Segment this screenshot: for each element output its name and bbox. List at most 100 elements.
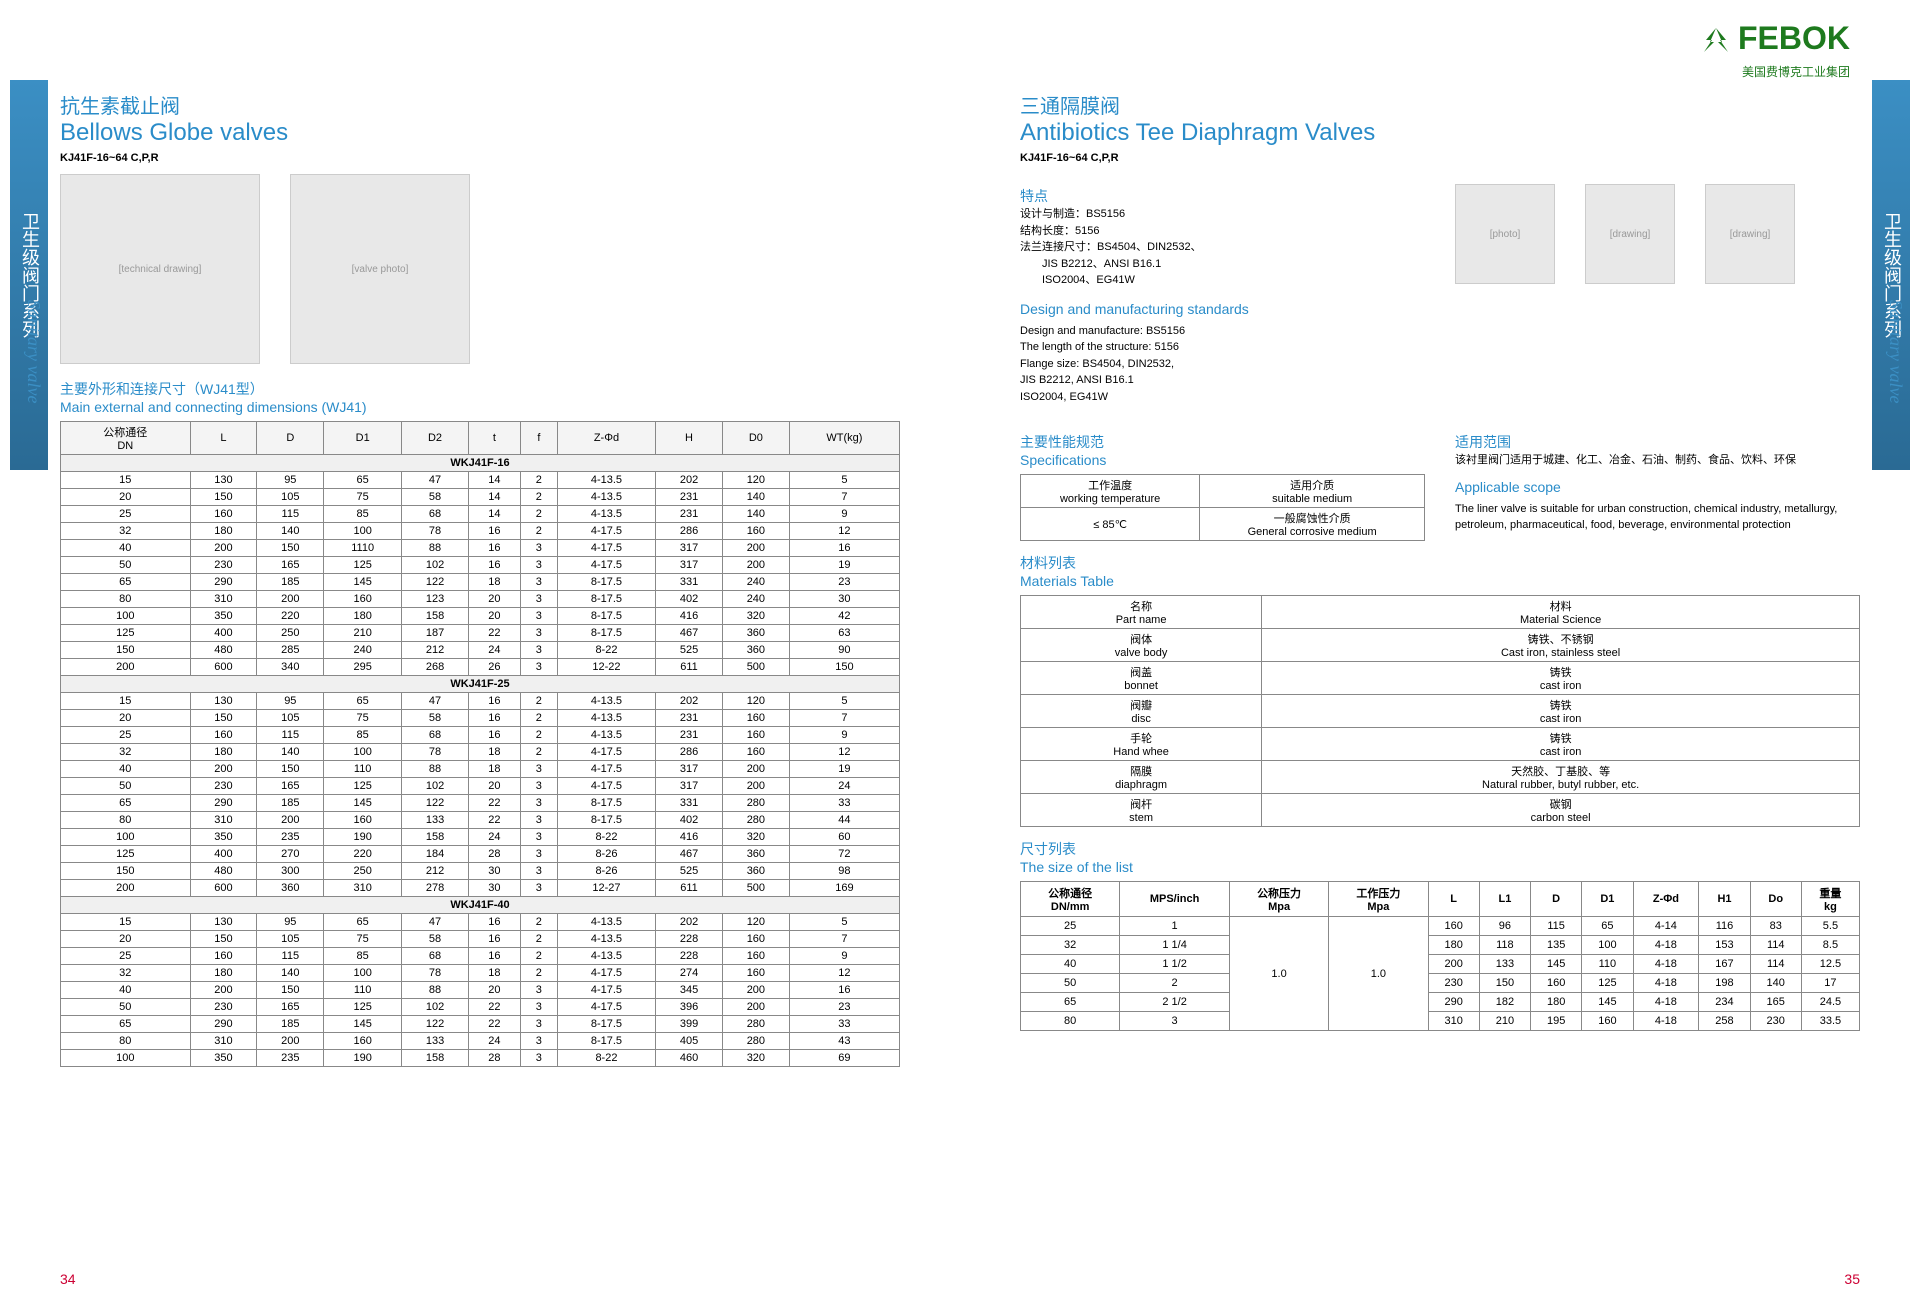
tee-valve-drawing2: [drawing] bbox=[1705, 184, 1795, 284]
size-col-header: L1 bbox=[1479, 882, 1530, 917]
scope-heading-cn: 适用范围 bbox=[1455, 432, 1860, 452]
size-col-header: 公称压力 Mpa bbox=[1229, 882, 1328, 917]
table-row: 2015010575581624-13.52281607 bbox=[61, 931, 900, 948]
table-row: 803102001601332438-17.540528043 bbox=[61, 1033, 900, 1050]
brand-name: FEBOK bbox=[1738, 20, 1850, 56]
size-col-header: 工作压力 Mpa bbox=[1329, 882, 1428, 917]
size-heading-en: The size of the list bbox=[1020, 859, 1860, 875]
table-row: 1254002502101872238-17.546736063 bbox=[61, 625, 900, 642]
spec-col2-cn: 适用介质 bbox=[1290, 480, 1334, 492]
table-row: 2516011585681624-13.52281609 bbox=[61, 948, 900, 965]
dim-col-header: D bbox=[257, 422, 324, 455]
tee-valve-drawing1: [drawing] bbox=[1585, 184, 1675, 284]
table-row: 40200150110882034-17.534520016 bbox=[61, 982, 900, 999]
spec-val2-en: General corrosive medium bbox=[1248, 526, 1377, 538]
size-col-header: H1 bbox=[1699, 882, 1750, 917]
table-row: 2516011585681424-13.52311409 bbox=[61, 506, 900, 523]
table-row: 2516011585681624-13.52311609 bbox=[61, 727, 900, 744]
table-row: 652901851451222238-17.533128033 bbox=[61, 795, 900, 812]
table-row: 1504802852402122438-2252536090 bbox=[61, 642, 900, 659]
right-top-split: 特点 设计与制造：BS5156 结构长度：5156 法兰连接尺寸：BS4504、… bbox=[1020, 174, 1860, 405]
table-row: 652901851451222238-17.539928033 bbox=[61, 1016, 900, 1033]
table-row: 151309565471624-13.52021205 bbox=[61, 693, 900, 710]
diagram-image: [technical drawing] bbox=[60, 174, 260, 364]
table-row: 隔膜diaphragm天然胶、丁基胶、等Natural rubber, buty… bbox=[1021, 761, 1860, 794]
spec-heading-cn: 主要性能规范 bbox=[1020, 432, 1425, 452]
right-title-cn: 三通隔膜阀 bbox=[1020, 90, 1860, 119]
size-heading-cn: 尺寸列表 bbox=[1020, 839, 1860, 859]
right-title-en: Antibiotics Tee Diaphragm Valves bbox=[1020, 119, 1860, 147]
dim-col-header: H bbox=[656, 422, 723, 455]
size-table: 公称通径 DN/mmMPS/inch公称压力 Mpa工作压力 MpaLL1DD1… bbox=[1020, 881, 1860, 1031]
spec-heading-en: Specifications bbox=[1020, 452, 1425, 468]
group-header: WKJ41F-40 bbox=[61, 897, 900, 914]
dim-col-header: t bbox=[468, 422, 520, 455]
right-model: KJ41F-16~64 C,P,R bbox=[1020, 152, 1860, 164]
table-row: 32180140100781824-17.528616012 bbox=[61, 744, 900, 761]
left-page: 卫生级阀门系列 Sanitary valve 抗生素截止阀 Bellows Gl… bbox=[0, 0, 960, 1302]
table-row: 502301651251021634-17.531720019 bbox=[61, 557, 900, 574]
valve-photo: [valve photo] bbox=[290, 174, 470, 364]
scope-heading-en: Applicable scope bbox=[1455, 479, 1860, 495]
side-tab-right: 卫生级阀门系列 bbox=[1872, 80, 1910, 470]
page-num-right: 35 bbox=[1844, 1271, 1860, 1287]
table-row: 2015010575581624-13.52311607 bbox=[61, 710, 900, 727]
mat-heading-cn: 材料列表 bbox=[1020, 553, 1860, 573]
materials-table: 名称Part name材料Material Science阀体valve bod… bbox=[1020, 595, 1860, 827]
dim-col-header: WT(kg) bbox=[789, 422, 899, 455]
table-row: 803102001601232038-17.540224030 bbox=[61, 591, 900, 608]
left-model: KJ41F-16~64 C,P,R bbox=[60, 152, 900, 164]
table-row: 40200150110881834-17.531720019 bbox=[61, 761, 900, 778]
dim-col-header: f bbox=[520, 422, 557, 455]
logo-icon bbox=[1698, 26, 1734, 63]
table-row: 5022301501601254-1819814017 bbox=[1021, 974, 1860, 993]
dim-heading-en: Main external and connecting dimensions … bbox=[60, 399, 900, 415]
table-row: 1003502351901582838-2246032069 bbox=[61, 1050, 900, 1067]
table-row: 502301651251022034-17.531720024 bbox=[61, 778, 900, 795]
table-row: 2511.01.016096115654-14116835.5 bbox=[1021, 917, 1860, 936]
size-col-header: L bbox=[1428, 882, 1479, 917]
dimensions-table: 公称通径 DNLDD1D2tfZ-ΦdHD0WT(kg) WKJ41F-1615… bbox=[60, 421, 900, 1067]
table-row: 803102001601332238-17.540228044 bbox=[61, 812, 900, 829]
spec-val1: ≤ 85℃ bbox=[1021, 508, 1200, 541]
table-row: 20060034029526826312-22611500150 bbox=[61, 659, 900, 676]
table-row: 32180140100781824-17.527416012 bbox=[61, 965, 900, 982]
design-text: Design and manufacture: BS5156 The lengt… bbox=[1020, 323, 1425, 406]
size-col-header: MPS/inch bbox=[1120, 882, 1230, 917]
side-tab-left: 卫生级阀门系列 bbox=[10, 80, 48, 470]
table-row: 8033102101951604-1825823033.5 bbox=[1021, 1012, 1860, 1031]
spec-table: 工作温度working temperature 适用介质suitable med… bbox=[1020, 474, 1425, 541]
size-col-header: Z-Φd bbox=[1633, 882, 1699, 917]
table-row: 401 1/22001331451104-1816711412.5 bbox=[1021, 955, 1860, 974]
mat-heading-en: Materials Table bbox=[1020, 573, 1860, 589]
right-images: [photo] [drawing] [drawing] bbox=[1455, 184, 1860, 284]
size-col-header: 公称通径 DN/mm bbox=[1021, 882, 1120, 917]
spec-col1-cn: 工作温度 bbox=[1088, 480, 1132, 492]
table-row: 1504803002502123038-2652536098 bbox=[61, 863, 900, 880]
table-row: 652 1/22901821801454-1823416524.5 bbox=[1021, 993, 1860, 1012]
size-col-header: D1 bbox=[1582, 882, 1633, 917]
table-row: 1003502201801582038-17.541632042 bbox=[61, 608, 900, 625]
tee-valve-photo: [photo] bbox=[1455, 184, 1555, 284]
scope-text-cn: 该衬里阀门适用于城建、化工、冶金、石油、制药、食品、饮料、环保 bbox=[1455, 452, 1860, 469]
dim-col-header: D2 bbox=[402, 422, 469, 455]
mat-col-header: 名称Part name bbox=[1021, 596, 1262, 629]
table-row: 1003502351901582438-2241632060 bbox=[61, 829, 900, 846]
table-row: 652901851451221838-17.533124023 bbox=[61, 574, 900, 591]
group-header: WKJ41F-16 bbox=[61, 455, 900, 472]
table-row: 手轮Hand whee铸铁cast iron bbox=[1021, 728, 1860, 761]
left-title-en: Bellows Globe valves bbox=[60, 119, 900, 147]
size-col-header: Do bbox=[1750, 882, 1801, 917]
spec-val2-cn: 一般腐蚀性介质 bbox=[1274, 513, 1351, 525]
dim-col-header: L bbox=[190, 422, 257, 455]
dim-col-header: D1 bbox=[324, 422, 402, 455]
dim-col-header: Z-Φd bbox=[557, 422, 655, 455]
scope-text-en: The liner valve is suitable for urban co… bbox=[1455, 501, 1860, 534]
table-row: 阀盖bonnet铸铁cast iron bbox=[1021, 662, 1860, 695]
table-row: 321 1/41801181351004-181531148.5 bbox=[1021, 936, 1860, 955]
table-row: 151309565471424-13.52021205 bbox=[61, 472, 900, 489]
side-tab-sub-right: Sanitary valve bbox=[1876, 300, 1906, 403]
table-row: 151309565471624-13.52021205 bbox=[61, 914, 900, 931]
table-row: 2015010575581424-13.52311407 bbox=[61, 489, 900, 506]
mat-col-header: 材料Material Science bbox=[1262, 596, 1860, 629]
